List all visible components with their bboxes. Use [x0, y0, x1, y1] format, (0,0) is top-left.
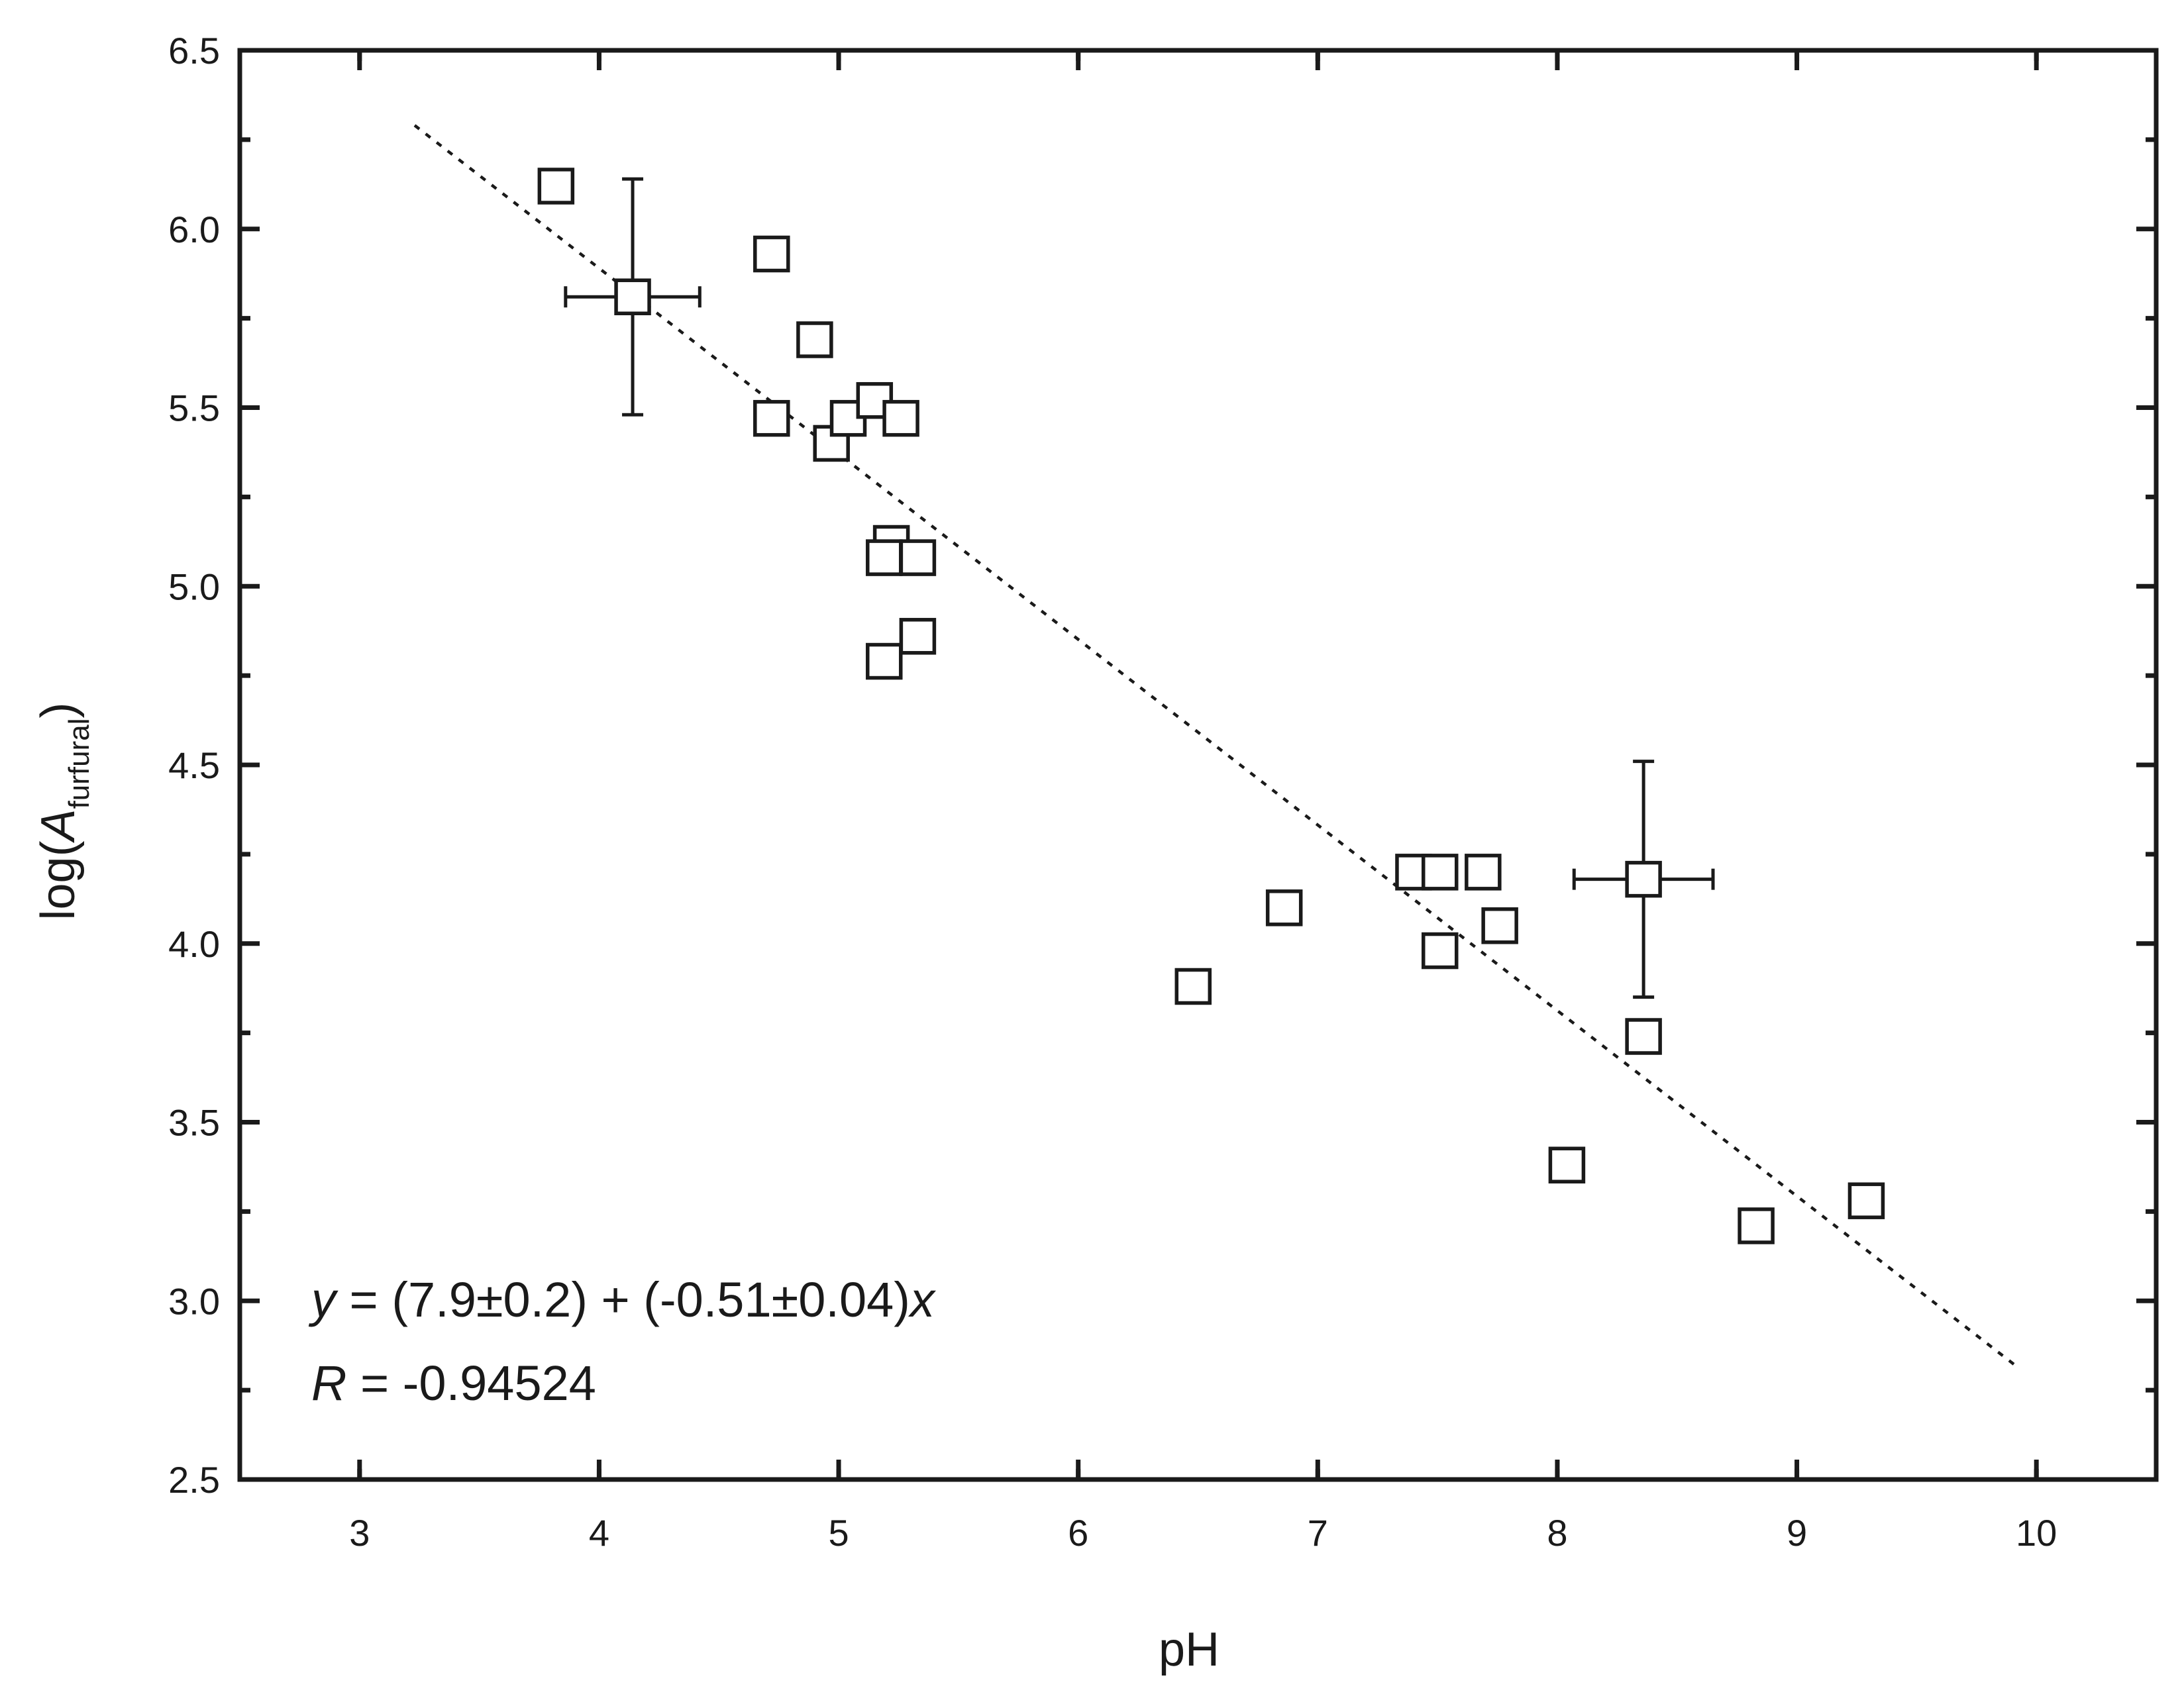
x-tick-label: 7 — [1308, 1512, 1328, 1554]
data-point — [1174, 968, 1212, 1005]
y-tick-label: 3.5 — [168, 1102, 220, 1144]
fit-equation: y = (7.9±0.2) + (-0.51±0.04)x — [308, 1272, 937, 1327]
x-tick-label: 3 — [349, 1512, 370, 1554]
correlation-coefficient: R = -0.94524 — [311, 1356, 596, 1411]
data-point — [899, 618, 937, 655]
data-point — [1421, 854, 1459, 891]
data-point — [1625, 860, 1662, 898]
x-axis-title: pH — [1159, 1623, 1220, 1676]
x-tick-label: 10 — [2016, 1512, 2057, 1554]
x-tick-label: 9 — [1787, 1512, 1807, 1554]
y-axis-title-open-paren: ( — [32, 840, 85, 856]
y-tick-label: 5.5 — [168, 387, 220, 429]
data-point — [796, 321, 833, 358]
data-point — [1265, 889, 1303, 927]
plot-frame — [237, 48, 2159, 1482]
y-tick-label: 6.0 — [168, 209, 220, 250]
x-tick-label: 4 — [589, 1512, 609, 1554]
tick-labels: 3 4 5 6 7 8 9 10 2.5 3.0 3.5 4.0 4.5 5.0 5.5 6.0 6.5 — [168, 30, 2057, 1554]
data-point — [1548, 1146, 1586, 1183]
fit-equation-x: x — [908, 1272, 937, 1327]
axis-ticks — [240, 48, 2156, 1482]
data-point — [1625, 1018, 1662, 1055]
y-axis-title: log(Afurfural) — [32, 702, 95, 920]
fit-line — [413, 124, 2021, 1370]
x-tick-label: 6 — [1068, 1512, 1088, 1554]
y-tick-label: 3.0 — [168, 1280, 220, 1322]
data-point — [1421, 932, 1459, 970]
data-point — [1465, 854, 1502, 891]
y-axis-title-close-paren: ) — [32, 702, 85, 718]
x-tick-label: 8 — [1547, 1512, 1567, 1554]
y-tick-label: 6.5 — [168, 30, 220, 72]
data-point — [1481, 907, 1518, 944]
y-tick-label: 2.5 — [168, 1459, 220, 1501]
correlation-r: R — [311, 1356, 346, 1411]
y-axis-title-symbol: A — [32, 809, 85, 843]
data-point — [866, 539, 903, 576]
y-tick-label: 4.0 — [168, 923, 220, 965]
data-point — [1847, 1182, 1885, 1219]
y-tick-label: 4.5 — [168, 744, 220, 786]
data-point — [899, 539, 937, 576]
fit-equation-y: y — [308, 1272, 338, 1327]
y-axis-title-subscript: furfural — [63, 718, 95, 809]
fit-equation-body: = (7.9±0.2) + (-0.51±0.04) — [336, 1272, 910, 1327]
data-point — [1738, 1207, 1775, 1244]
correlation-value: = -0.94524 — [346, 1356, 596, 1411]
y-axis-title-prefix: log — [32, 856, 85, 920]
data-point — [753, 235, 790, 273]
y-tick-label: 5.0 — [168, 566, 220, 607]
data-point — [753, 399, 790, 437]
data-point — [866, 642, 903, 680]
data-point — [614, 278, 651, 316]
data-point — [882, 399, 919, 437]
data-point — [537, 168, 575, 205]
data-points — [537, 168, 1885, 1244]
x-tick-label: 5 — [828, 1512, 849, 1554]
error-bars — [564, 177, 1715, 999]
